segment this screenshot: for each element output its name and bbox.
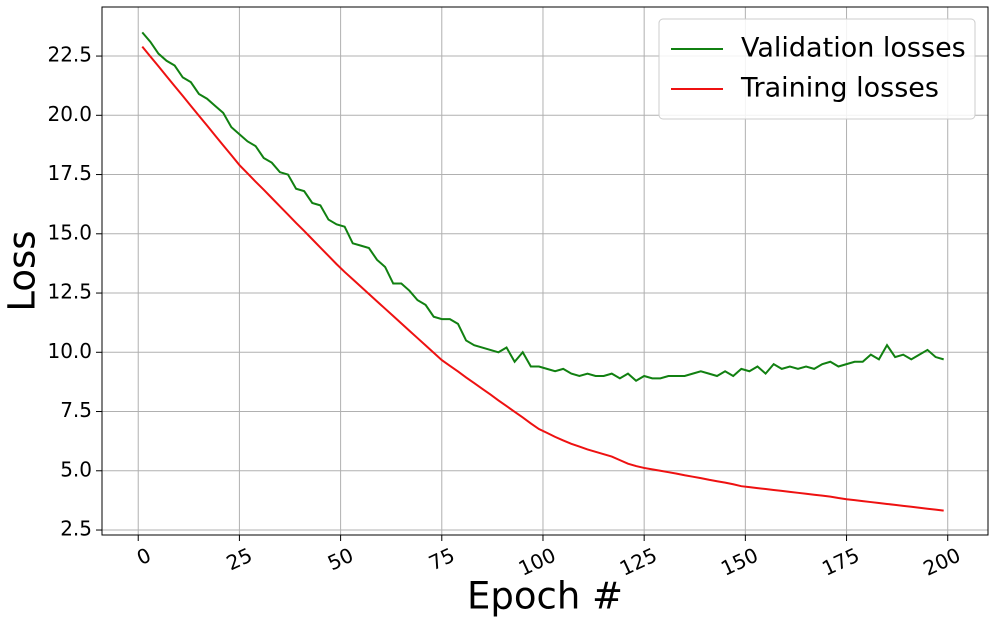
legend-box: [658, 18, 976, 120]
y-tick-label: 5.0: [60, 457, 92, 481]
x-tick-label: 200: [919, 543, 964, 581]
x-tick-label: 125: [616, 543, 661, 581]
legend-label: Validation losses: [741, 33, 966, 64]
y-tick-label: 10.0: [47, 339, 92, 363]
y-tick-label: 20.0: [47, 102, 92, 126]
y-axis-label: Loss: [1, 230, 44, 311]
x-tick-label: 50: [324, 543, 357, 576]
y-tick-label: 22.5: [47, 43, 92, 67]
y-tick-label: 15.0: [47, 220, 92, 244]
plot-frame: [101, 6, 989, 536]
series-line: [141, 45, 944, 512]
y-tick-label: 2.5: [60, 517, 92, 541]
x-tick-label: 75: [425, 543, 458, 576]
x-tick-label: 150: [717, 543, 762, 581]
y-tick-label: 7.5: [60, 398, 92, 422]
legend-label: Training losses: [740, 73, 939, 104]
x-tick-label: 0: [133, 543, 155, 570]
series-line: [141, 31, 944, 382]
x-axis-label: Epoch #: [467, 575, 623, 618]
y-tick-label: 17.5: [47, 161, 92, 185]
x-tick-label: 175: [818, 543, 863, 581]
x-tick-label: 25: [223, 543, 256, 576]
y-tick-label: 12.5: [47, 280, 92, 304]
